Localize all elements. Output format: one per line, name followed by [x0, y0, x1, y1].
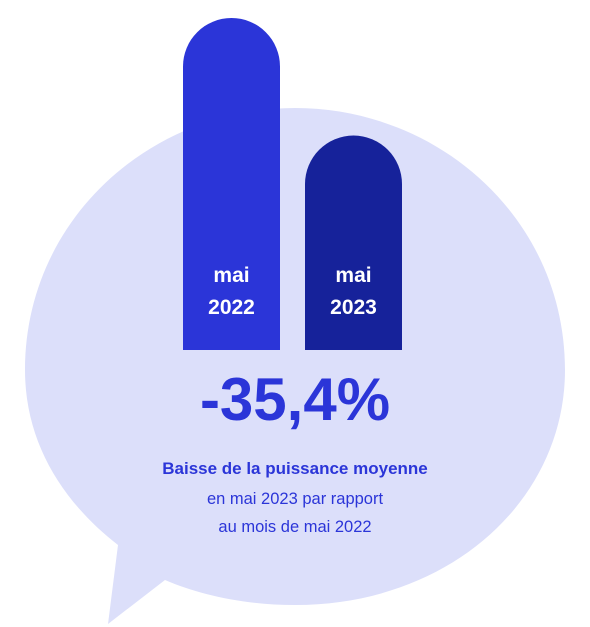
bar-mai-2023 [305, 135, 402, 350]
bar-mai-2022 [183, 17, 280, 350]
bar-label-mai-2022-line1: mai [213, 264, 249, 287]
speech-bubble-shape [25, 108, 565, 624]
bar-label-mai-2023-line2: 2023 [330, 296, 377, 319]
bar-label-mai-2023-line1: mai [335, 264, 371, 287]
headline-percentage: -35,4% [199, 366, 391, 433]
bar-label-mai-2022-line2: 2022 [208, 296, 255, 319]
caption-line-2: en mai 2023 par rapport [206, 490, 384, 508]
caption-line-3: au mois de mai 2022 [218, 518, 372, 536]
caption-title: Baisse de la puissance moyenne [162, 459, 428, 478]
